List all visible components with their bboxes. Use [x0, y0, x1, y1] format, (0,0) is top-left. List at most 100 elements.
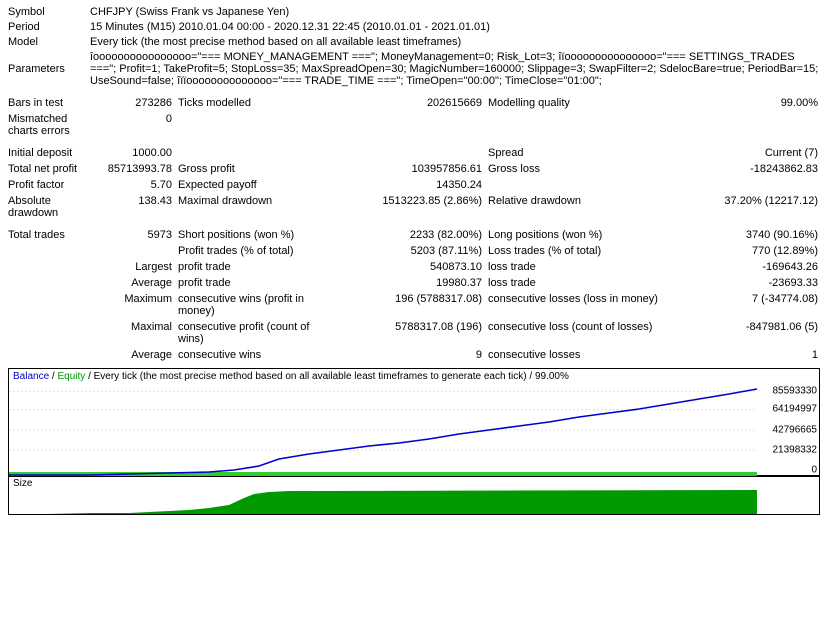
avg-profit-trade-label: profit trade — [178, 276, 313, 290]
row-model: Model Every tick (the most precise metho… — [8, 36, 822, 48]
maximal-label: Maximal — [90, 320, 178, 346]
row-avg-cons: Average consecutive wins 9 consecutive l… — [8, 348, 822, 362]
row-profit-trades: Profit trades (% of total) 5203 (87.11%)… — [8, 244, 822, 258]
cons-profit: 5788317.08 (196) — [313, 320, 488, 346]
row-total-trades: Total trades 5973 Short positions (won %… — [8, 228, 822, 242]
modelling-quality-label: Modelling quality — [488, 96, 658, 110]
mismatched: 0 — [90, 112, 178, 138]
loss-trades: 770 (12.89%) — [658, 244, 818, 258]
average-label-2: Average — [90, 348, 178, 362]
size-area-svg — [9, 490, 759, 514]
chart-body: 85593330 64194997 42796665 21398332 0 — [9, 384, 819, 476]
initial-deposit-label: Initial deposit — [8, 146, 90, 160]
long-pos-label: Long positions (won %) — [488, 228, 658, 242]
total-net-profit: 85713993.78 — [90, 162, 178, 176]
relative-dd-label: Relative drawdown — [488, 194, 658, 220]
cons-wins: 196 (5788317.08) — [313, 292, 488, 318]
mismatched-label: Mismatched charts errors — [8, 112, 90, 138]
chart-legend: Balance / Equity / Every tick (the most … — [9, 369, 819, 384]
row-symbol: Symbol CHFJPY (Swiss Frank vs Japanese Y… — [8, 6, 822, 18]
avg-cons-losses: 1 — [658, 348, 818, 362]
profit-trade-label: profit trade — [178, 260, 313, 274]
ytick-2: 42796665 — [773, 424, 818, 435]
profit-trades-label: Profit trades (% of total) — [178, 244, 313, 258]
legend-note: Every tick (the most precise method base… — [94, 371, 569, 382]
ytick-1: 64194997 — [773, 404, 818, 415]
row-initial-deposit: Initial deposit 1000.00 Spread Current (… — [8, 146, 822, 160]
maximal-dd-label: Maximal drawdown — [178, 194, 313, 220]
bars-in-test: 273286 — [90, 96, 178, 110]
profit-trades: 5203 (87.11%) — [313, 244, 488, 258]
cons-loss-count-label: consecutive loss (count of losses) — [488, 320, 658, 346]
profit-factor: 5.70 — [90, 178, 178, 192]
row-maximal: Maximal consecutive profit (count of win… — [8, 320, 822, 346]
size-body — [9, 490, 819, 514]
long-pos: 3740 (90.16%) — [658, 228, 818, 242]
maximum-label: Maximum — [90, 292, 178, 318]
avg-loss: -23693.33 — [658, 276, 818, 290]
ticks-modelled-label: Ticks modelled — [178, 96, 313, 110]
modelling-quality: 99.00% — [658, 96, 818, 110]
total-trades-label: Total trades — [8, 228, 90, 242]
size-chart: Size — [8, 477, 820, 515]
relative-dd: 37.20% (12217.12) — [658, 194, 818, 220]
cons-wins-label: consecutive wins (profit in money) — [178, 292, 313, 318]
total-net-profit-label: Total net profit — [8, 162, 90, 176]
row-net-profit: Total net profit 85713993.78 Gross profi… — [8, 162, 822, 176]
profit-factor-label: Profit factor — [8, 178, 90, 192]
balance-chart: Balance / Equity / Every tick (the most … — [8, 368, 820, 477]
row-profit-factor: Profit factor 5.70 Expected payoff 14350… — [8, 178, 822, 192]
loss-trade-label: loss trade — [488, 260, 658, 274]
size-label: Size — [9, 477, 819, 490]
expected-payoff: 14350.24 — [313, 178, 488, 192]
avg-cons-losses-label: consecutive losses — [488, 348, 658, 362]
cons-losses-money-label: consecutive losses (loss in money) — [488, 292, 658, 318]
model-value: Every tick (the most precise method base… — [90, 36, 822, 48]
absolute-dd-label: Absolute drawdown — [8, 194, 90, 220]
parameters-value: îoooooooooooooooo="=== MONEY_MANAGEMENT … — [90, 51, 822, 87]
row-mismatched: Mismatched charts errors 0 — [8, 112, 822, 138]
spread-label: Spread — [488, 146, 658, 160]
ticks-modelled: 202615669 — [313, 96, 488, 110]
parameters-label: Parameters — [8, 63, 90, 75]
cons-profit-label: consecutive profit (count of wins) — [178, 320, 313, 346]
row-largest: Largest profit trade 540873.10 loss trad… — [8, 260, 822, 274]
balance-line-svg — [9, 384, 759, 476]
row-parameters: Parameters îoooooooooooooooo="=== MONEY_… — [8, 51, 822, 87]
cons-loss-count: -847981.06 (5) — [658, 320, 818, 346]
period-value: 15 Minutes (M15) 2010.01.04 00:00 - 2020… — [90, 21, 822, 33]
avg-cons-wins-label: consecutive wins — [178, 348, 313, 362]
gross-loss-label: Gross loss — [488, 162, 658, 176]
legend-balance: Balance — [13, 371, 49, 382]
largest-loss: -169643.26 — [658, 260, 818, 274]
gross-loss: -18243862.83 — [658, 162, 818, 176]
absolute-dd: 138.43 — [90, 194, 178, 220]
ytick-0: 85593330 — [773, 386, 818, 397]
ytick-3: 21398332 — [773, 444, 818, 455]
avg-loss-trade-label: loss trade — [488, 276, 658, 290]
spread: Current (7) — [658, 146, 818, 160]
largest-profit: 540873.10 — [313, 260, 488, 274]
short-pos: 2233 (82.00%) — [313, 228, 488, 242]
symbol-label: Symbol — [8, 6, 90, 18]
expected-payoff-label: Expected payoff — [178, 178, 313, 192]
bars-in-test-label: Bars in test — [8, 96, 90, 110]
row-period: Period 15 Minutes (M15) 2010.01.04 00:00… — [8, 21, 822, 33]
model-label: Model — [8, 36, 90, 48]
avg-profit: 19980.37 — [313, 276, 488, 290]
symbol-value: CHFJPY (Swiss Frank vs Japanese Yen) — [90, 6, 822, 18]
legend-equity: Equity — [57, 371, 85, 382]
average-label-1: Average — [90, 276, 178, 290]
avg-cons-wins: 9 — [313, 348, 488, 362]
short-pos-label: Short positions (won %) — [178, 228, 313, 242]
row-maximum: Maximum consecutive wins (profit in mone… — [8, 292, 822, 318]
gross-profit-label: Gross profit — [178, 162, 313, 176]
loss-trades-label: Loss trades (% of total) — [488, 244, 658, 258]
largest-label: Largest — [90, 260, 178, 274]
initial-deposit: 1000.00 — [90, 146, 178, 160]
row-bars: Bars in test 273286 Ticks modelled 20261… — [8, 96, 822, 110]
period-label: Period — [8, 21, 90, 33]
gross-profit: 103957856.61 — [313, 162, 488, 176]
maximal-dd: 1513223.85 (2.86%) — [313, 194, 488, 220]
ytick-4: 0 — [811, 464, 817, 475]
